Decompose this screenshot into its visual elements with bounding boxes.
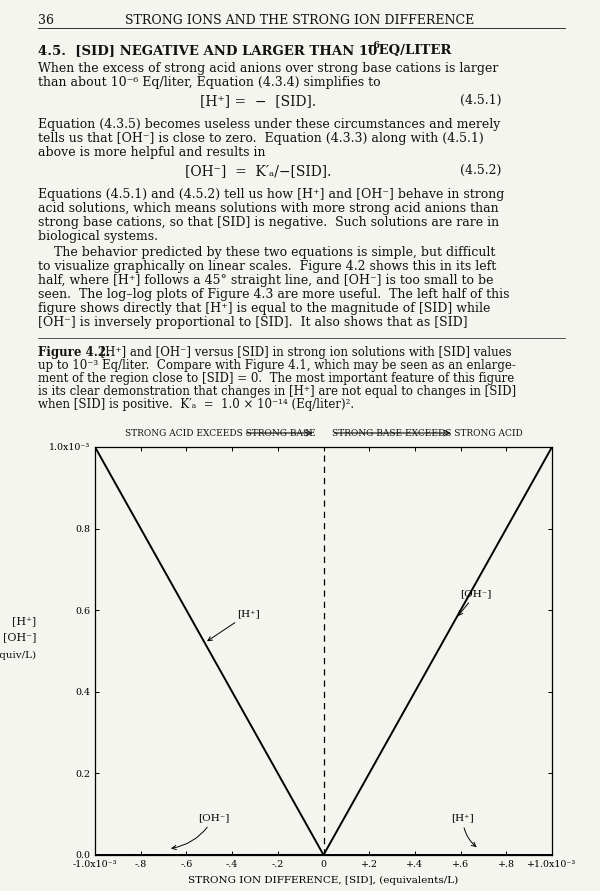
Text: [OH⁻]: [OH⁻] <box>458 589 492 616</box>
Text: [OH⁻]: [OH⁻] <box>172 813 229 850</box>
Text: half, where [H⁺] follows a 45° straight line, and [OH⁻] is too small to be: half, where [H⁺] follows a 45° straight … <box>38 274 493 287</box>
Text: is its clear demonstration that changes in [H⁺] are not equal to changes in [SID: is its clear demonstration that changes … <box>38 385 516 398</box>
Text: [H⁺]: [H⁺] <box>12 616 36 626</box>
Text: Equations (4.5.1) and (4.5.2) tell us how [H⁺] and [OH⁻] behave in strong: Equations (4.5.1) and (4.5.2) tell us ho… <box>38 188 505 201</box>
Text: up to 10⁻³ Eq/liter.  Compare with Figure 4.1, which may be seen as an enlarge-: up to 10⁻³ Eq/liter. Compare with Figure… <box>38 359 516 372</box>
Text: [H⁺] =  −  [SID].: [H⁺] = − [SID]. <box>200 94 316 108</box>
Text: Figure 4.2.: Figure 4.2. <box>38 346 110 359</box>
Text: When the excess of strong acid anions over strong base cations is larger: When the excess of strong acid anions ov… <box>38 62 499 75</box>
Text: [OH⁻]: [OH⁻] <box>2 632 36 642</box>
Text: STRONG BASE EXCEEDS STRONG ACID: STRONG BASE EXCEEDS STRONG ACID <box>331 429 522 437</box>
Text: acid solutions, which means solutions with more strong acid anions than: acid solutions, which means solutions wi… <box>38 202 499 215</box>
Text: figure shows directly that [H⁺] is equal to the magnitude of [SID] while: figure shows directly that [H⁺] is equal… <box>38 302 490 315</box>
Text: (4.5.1): (4.5.1) <box>460 94 502 107</box>
Text: (equiv/L): (equiv/L) <box>0 650 36 659</box>
Text: strong base cations, so that [SID] is negative.  Such solutions are rare in: strong base cations, so that [SID] is ne… <box>38 216 499 229</box>
Text: biological systems.: biological systems. <box>38 230 158 243</box>
Text: The behavior predicted by these two equations is simple, but difficult: The behavior predicted by these two equa… <box>38 246 496 259</box>
Text: to visualize graphically on linear scales.  Figure 4.2 shows this in its left: to visualize graphically on linear scale… <box>38 260 496 273</box>
Text: [OH⁻] is inversely proportional to [SID].  It also shows that as [SID]: [OH⁻] is inversely proportional to [SID]… <box>38 316 467 329</box>
Text: Equation (4.3.5) becomes useless under these circumstances and merely: Equation (4.3.5) becomes useless under t… <box>38 118 500 131</box>
Text: tells us that [OH⁻] is close to zero.  Equation (4.3.3) along with (4.5.1): tells us that [OH⁻] is close to zero. Eq… <box>38 132 484 145</box>
Text: 4.5.  [SID] NEGATIVE AND LARGER THAN 10: 4.5. [SID] NEGATIVE AND LARGER THAN 10 <box>38 44 377 57</box>
Text: [H⁺] and [OH⁻] versus [SID] in strong ion solutions with [SID] values: [H⁺] and [OH⁻] versus [SID] in strong io… <box>93 346 512 359</box>
Text: STRONG ACID EXCEEDS STRONG BASE: STRONG ACID EXCEEDS STRONG BASE <box>125 429 316 437</box>
Text: STRONG IONS AND THE STRONG ION DIFFERENCE: STRONG IONS AND THE STRONG ION DIFFERENC… <box>125 14 475 27</box>
Text: seen.  The log–log plots of Figure 4.3 are more useful.  The left half of this: seen. The log–log plots of Figure 4.3 ar… <box>38 288 509 301</box>
Text: than about 10⁻⁶ Eq/liter, Equation (4.3.4) simplifies to: than about 10⁻⁶ Eq/liter, Equation (4.3.… <box>38 76 380 89</box>
Text: −6: −6 <box>366 41 380 50</box>
Text: when [SID] is positive.  K′ₐ  =  1.0 × 10⁻¹⁴ (Eq/liter)².: when [SID] is positive. K′ₐ = 1.0 × 10⁻¹… <box>38 398 354 411</box>
Text: [H⁺]: [H⁺] <box>451 813 476 846</box>
Text: ment of the region close to [SID] = 0.  The most important feature of this figur: ment of the region close to [SID] = 0. T… <box>38 372 514 385</box>
Text: (4.5.2): (4.5.2) <box>460 164 502 177</box>
Text: 36: 36 <box>38 14 54 27</box>
Text: above is more helpful and results in: above is more helpful and results in <box>38 146 265 159</box>
Text: [H⁺]: [H⁺] <box>208 609 259 641</box>
X-axis label: STRONG ION DIFFERENCE, [SID], (equivalents/L): STRONG ION DIFFERENCE, [SID], (equivalen… <box>188 876 458 885</box>
Text: [OH⁻]  =  K′ₐ/−[SID].: [OH⁻] = K′ₐ/−[SID]. <box>185 164 331 178</box>
Text: EQ/LITER: EQ/LITER <box>374 44 451 57</box>
